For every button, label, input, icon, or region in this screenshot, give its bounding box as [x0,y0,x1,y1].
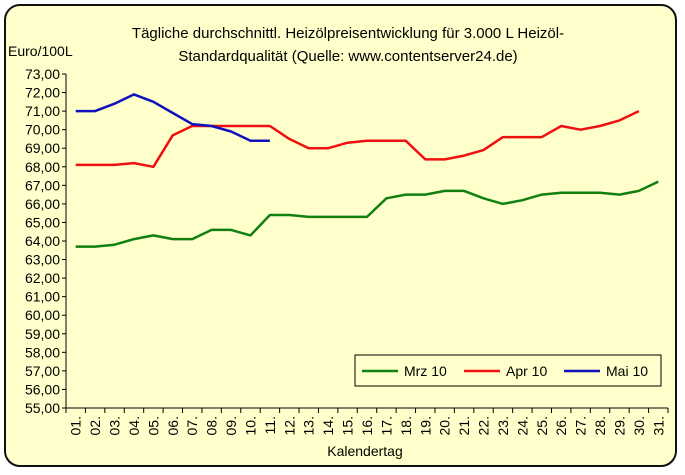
y-tick-label: 68,00 [25,159,60,175]
legend-label: Mrz 10 [404,363,447,379]
x-tick-label: 10. [242,416,258,435]
y-tick-label: 59,00 [25,326,60,342]
y-tick-label: 69,00 [25,140,60,156]
x-tick-label: 30. [631,416,647,435]
y-tick-label: 67,00 [25,177,60,193]
y-tick-label: 62,00 [25,270,60,286]
x-tick-label: 22. [476,416,492,435]
y-tick-label: 66,00 [25,196,60,212]
y-tick-label: 61,00 [25,289,60,305]
x-tick-label: 27. [573,416,589,435]
x-tick-label: 24. [514,416,530,435]
x-tick-label: 04. [126,416,142,435]
x-tick-label: 03. [107,416,123,435]
x-tick-label: 15. [340,416,356,435]
y-tick-label: 57,00 [25,363,60,379]
x-tick-label: 08. [204,416,220,435]
x-tick-label: 31. [650,416,666,435]
x-tick-label: 12. [281,416,297,435]
legend: Mrz 10 Apr 10 Mai 10 [354,354,662,387]
legend-label: Mai 10 [606,363,648,379]
y-tick-label: 73,00 [25,66,60,82]
y-tick-label: 58,00 [25,344,60,360]
y-ticks: 55,00 56,00 57,00 58,00 59,00 60,00 61,00 62,00… [25,66,66,416]
series-lines [75,93,659,248]
x-ticks: 01. 02. 03. 04. 05. 06. 07. 08. 09. 10. 11. 12. 13. 1… [65,408,669,435]
x-tick-label: 20. [437,416,453,435]
x-tick-label: 18. [398,416,414,435]
y-tick-label: 72,00 [25,85,60,101]
series-line [75,109,640,169]
y-tick-label: 56,00 [25,381,60,397]
x-tick-label: 29. [611,416,627,435]
x-tick-label: 01. [68,416,84,435]
y-tick-label: 64,00 [25,233,60,249]
chart-title-line-2: Standardqualität (Quelle: www.contentser… [178,48,517,65]
chart-frame [4,4,677,467]
x-tick-label: 21. [456,416,472,435]
x-tick-label: 17. [378,416,394,435]
x-tick-label: 28. [592,416,608,435]
x-tick-label: 02. [87,416,103,435]
x-tick-label: 26. [553,416,569,435]
x-axis-label: Kalendertag [327,443,403,459]
x-tick-label: 11. [262,416,278,434]
y-tick-label: 55,00 [25,400,60,416]
x-tick-label: 14. [320,416,336,435]
x-tick-label: 13. [301,416,317,435]
x-tick-label: 09. [223,416,239,435]
x-tick-label: 16. [359,416,375,435]
x-tick-label: 23. [495,416,511,435]
y-tick-label: 65,00 [25,214,60,230]
chart-title-line-1: Tägliche durchschnittl. Heizölpreisentwi… [132,25,564,42]
y-tick-label: 60,00 [25,307,60,323]
x-tick-label: 06. [165,416,181,435]
y-tick-label: 63,00 [25,252,60,268]
y-axis-label: Euro/100L [8,43,73,59]
series-line [75,93,270,143]
series-line [75,180,659,248]
y-tick-label: 70,00 [25,122,60,138]
legend-box [354,354,662,387]
x-tick-label: 07. [184,416,200,435]
x-tick-label: 25. [534,416,550,435]
legend-label: Apr 10 [506,363,547,379]
x-tick-label: 05. [145,416,161,435]
x-tick-label: 19. [417,416,433,435]
y-tick-label: 71,00 [25,103,60,119]
